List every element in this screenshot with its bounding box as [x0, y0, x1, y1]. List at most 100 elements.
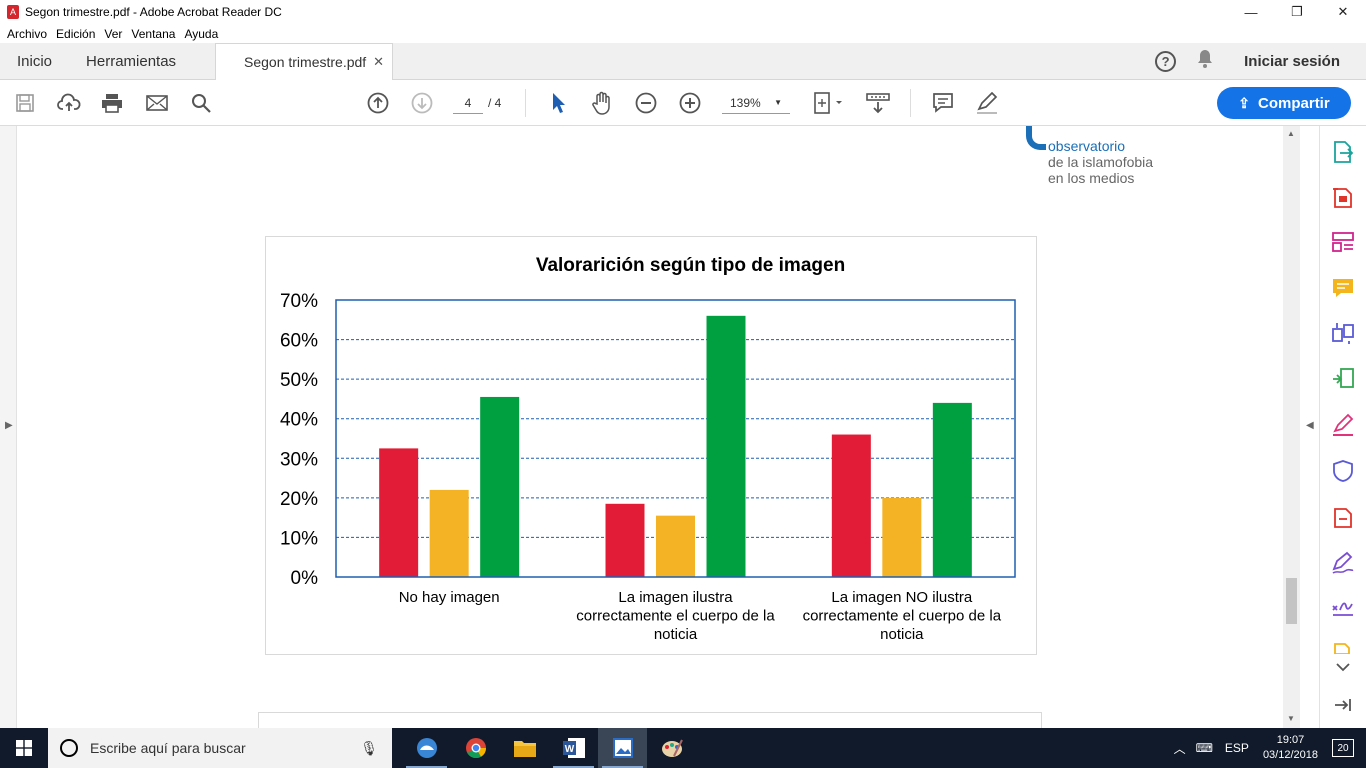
export-pdf-icon[interactable] [1331, 140, 1355, 164]
email-icon[interactable] [145, 91, 169, 115]
comment-tool-icon[interactable] [1331, 276, 1355, 300]
page-total: / 4 [488, 96, 502, 110]
microphone-icon[interactable]: 🎙 [360, 739, 378, 756]
tray-chevron-icon[interactable]: ︿ [1173, 741, 1186, 756]
cloud-upload-icon[interactable] [57, 91, 81, 115]
search-icon[interactable] [189, 91, 213, 115]
right-panel-toggle[interactable]: ◀ [1300, 126, 1320, 728]
signature-icon[interactable] [1331, 551, 1355, 575]
bar [831, 434, 871, 577]
organize-pages-icon[interactable] [1331, 230, 1355, 254]
close-tab-icon[interactable]: ✕ [373, 54, 384, 69]
input-language[interactable]: ESP [1224, 741, 1249, 755]
taskbar-app-explorer[interactable] [500, 728, 549, 768]
more-tools-icon[interactable] [1331, 640, 1355, 664]
taskbar-app-photos[interactable] [598, 728, 647, 768]
action-center-icon[interactable]: 20 [1332, 739, 1354, 757]
system-tray: ︿ ⌨ ESP 19:07 03/12/2018 20 [1174, 728, 1366, 768]
cortana-icon [60, 739, 78, 757]
svg-text:W: W [564, 744, 574, 755]
tab-herramientas[interactable]: Herramientas [86, 52, 177, 70]
window-titlebar: A Segon trimestre.pdf - Adobe Acrobat Re… [0, 0, 1366, 24]
collapse-pane-icon[interactable] [1331, 693, 1355, 717]
menu-bar: Archivo Edición Ver Ventana Ayuda [0, 24, 1366, 43]
start-button[interactable] [0, 728, 48, 768]
clock-time: 19:07 [1276, 734, 1305, 746]
edit-pdf-icon[interactable] [1331, 367, 1355, 391]
document-viewer[interactable]: ▶ observatorio de la islamofobia en los … [0, 126, 1320, 728]
page-fit-icon[interactable] [812, 91, 846, 115]
x-tick-label: La imagen ilustra [618, 589, 733, 606]
taskbar-search[interactable]: Escribe aquí para buscar 🎙 [48, 728, 392, 768]
tab-bar: Inicio Herramientas Segon trimestre.pdf … [0, 43, 1366, 80]
logo-line: de la islamofobia [1048, 154, 1154, 170]
next-page-icon[interactable] [410, 91, 434, 115]
bar [706, 315, 746, 577]
running-indicator [602, 766, 643, 768]
minimize-button[interactable]: — [1244, 4, 1258, 20]
page-number-input[interactable]: 4 [453, 92, 483, 114]
paint-palette-icon [661, 739, 683, 757]
tab-document[interactable]: Segon trimestre.pdf ✕ [215, 43, 393, 80]
share-button[interactable]: ⇪ Compartir [1217, 87, 1351, 119]
tab-inicio[interactable]: Inicio [17, 52, 53, 70]
window-title: Segon trimestre.pdf - Adobe Acrobat Read… [25, 5, 282, 19]
previous-page-icon[interactable] [366, 91, 390, 115]
thunderbird-icon [416, 738, 437, 758]
comment-icon[interactable] [931, 91, 955, 115]
send-for-review-icon[interactable] [1331, 505, 1355, 529]
x-tick-label: No hay imagen [399, 589, 500, 606]
taskbar-app-edge[interactable] [402, 728, 451, 768]
y-tick-label: 70% [280, 291, 318, 312]
save-icon[interactable] [13, 91, 37, 115]
taskbar-app-paint[interactable] [647, 728, 696, 768]
expand-tools-icon[interactable] [1331, 660, 1355, 684]
hand-tool-icon[interactable] [590, 91, 614, 115]
maximize-button[interactable]: ❐ [1291, 4, 1303, 19]
fill-sign-icon[interactable] [1331, 413, 1355, 437]
zoom-level-value: 139% [730, 96, 761, 110]
x-tick-label: noticia [880, 626, 924, 643]
menu-ver[interactable]: Ver [104, 26, 123, 41]
taskbar-app-chrome[interactable] [451, 728, 500, 768]
zoom-out-icon[interactable] [634, 91, 658, 115]
taskbar-clock[interactable]: 19:07 03/12/2018 [1263, 733, 1318, 763]
menu-archivo[interactable]: Archivo [7, 26, 48, 41]
scroll-down-icon[interactable]: ▼ [1287, 714, 1295, 723]
clock-date: 03/12/2018 [1262, 749, 1318, 761]
certificate-sign-icon[interactable] [1331, 596, 1355, 620]
close-window-button[interactable]: ✕ [1337, 4, 1349, 19]
toolbar-divider [910, 89, 911, 117]
left-panel-toggle[interactable]: ▶ [0, 126, 17, 728]
menu-edicion[interactable]: Edición [56, 26, 96, 41]
expand-left-panel-icon[interactable]: ▶ [5, 420, 13, 431]
help-icon[interactable]: ? [1155, 51, 1177, 72]
highlight-pen-icon[interactable] [975, 91, 999, 115]
create-pdf-icon[interactable] [1331, 185, 1355, 209]
combine-files-icon[interactable] [1331, 321, 1355, 345]
zoom-level-select[interactable]: 139% ▼ [722, 92, 790, 114]
scroll-mode-icon[interactable] [866, 91, 890, 115]
vertical-scrollbar[interactable]: ▲ ▼ [1283, 126, 1300, 728]
tab-document-label: Segon trimestre.pdf [244, 54, 367, 70]
protect-icon[interactable] [1331, 459, 1355, 483]
select-cursor-icon[interactable] [546, 91, 570, 115]
menu-ventana[interactable]: Ventana [131, 26, 176, 41]
bar [429, 489, 469, 577]
scrollbar-thumb[interactable] [1286, 578, 1297, 624]
keyboard-icon[interactable]: ⌨ [1195, 741, 1213, 755]
signin-button[interactable]: Iniciar sesión [1244, 53, 1340, 70]
x-tick-label: noticia [654, 626, 698, 643]
scroll-up-icon[interactable]: ▲ [1287, 129, 1295, 138]
chrome-icon [465, 738, 486, 759]
menu-ayuda[interactable]: Ayuda [184, 26, 219, 41]
notification-bell-icon[interactable] [1196, 49, 1214, 74]
bar [882, 497, 922, 577]
zoom-in-icon[interactable] [678, 91, 702, 115]
folder-icon [513, 741, 536, 757]
print-icon[interactable] [100, 91, 124, 115]
taskbar-app-word[interactable]: W [549, 728, 598, 768]
collapse-right-panel-icon[interactable]: ◀ [1306, 420, 1314, 431]
bar-chart: Valorarición según tipo de imagen 0% 10% 20… [280, 255, 1016, 643]
taskbar-search-placeholder: Escribe aquí para buscar [90, 740, 246, 756]
